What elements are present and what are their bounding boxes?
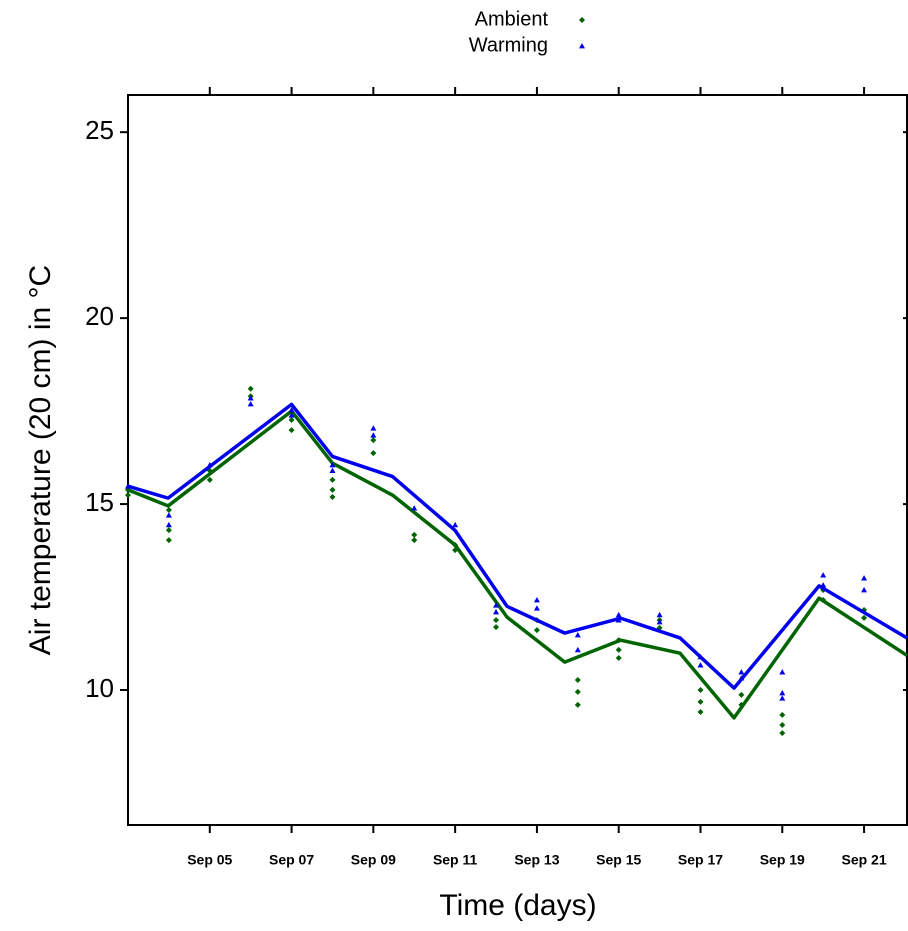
- data-point: [411, 531, 418, 538]
- plot-frame: [127, 94, 908, 826]
- y-tick-label: 10: [85, 673, 114, 703]
- data-point: [165, 512, 172, 518]
- data-point: [165, 537, 172, 544]
- data-point: [861, 614, 868, 621]
- data-point: [697, 653, 704, 660]
- data-point: [452, 521, 459, 528]
- data-point: [738, 669, 745, 675]
- data-point: [125, 483, 131, 489]
- data-point: [574, 676, 581, 683]
- y-tick-label: 15: [85, 487, 114, 517]
- data-point: [329, 462, 336, 468]
- data-point: [656, 611, 663, 618]
- data-point: [820, 597, 827, 604]
- data-point: [370, 432, 377, 438]
- data-point: [779, 721, 786, 728]
- data-point: [615, 655, 622, 662]
- data-point: [452, 547, 459, 554]
- data-point: [574, 646, 581, 653]
- x-tick-label: Sep 21: [841, 852, 886, 868]
- x-axis-title: Time (days): [439, 889, 596, 922]
- data-point: [165, 521, 172, 528]
- data-point: [779, 711, 786, 718]
- data-point: [288, 412, 295, 418]
- data-point: [411, 505, 418, 511]
- data-point: [533, 597, 540, 603]
- data-point: [452, 541, 459, 548]
- legend-marker: [579, 17, 585, 23]
- data-point: [820, 582, 827, 588]
- y-tick-label: 20: [85, 301, 114, 331]
- x-tick-label: Sep 13: [514, 852, 559, 868]
- data-point: [370, 437, 377, 444]
- data-point: [206, 462, 213, 468]
- trend-line: [127, 402, 908, 690]
- data-point: [493, 617, 500, 624]
- x-tick-label: Sep 07: [269, 852, 314, 868]
- data-point: [329, 467, 336, 473]
- x-tick-label: Sep 09: [351, 852, 396, 868]
- data-point: [288, 417, 295, 424]
- data-point: [411, 537, 418, 544]
- data-point: [288, 427, 295, 434]
- data-point: [165, 507, 172, 514]
- data-point: [779, 695, 786, 701]
- data-point: [697, 687, 704, 694]
- data-point: [370, 425, 377, 431]
- data-point: [574, 631, 581, 638]
- x-tick-label: Sep 05: [187, 852, 232, 868]
- legend-label: Ambient: [475, 8, 549, 30]
- data-point: [820, 572, 827, 578]
- data-point: [533, 627, 540, 634]
- legend-marker: [579, 43, 585, 49]
- data-point: [370, 450, 377, 457]
- data-point: [247, 401, 254, 407]
- y-axis-title: Air temperature (20 cm) in °C: [24, 265, 57, 655]
- data-point: [615, 637, 622, 644]
- x-tick-label: Sep 11: [433, 852, 478, 868]
- x-tick-label: Sep 17: [678, 852, 723, 868]
- data-point: [615, 617, 622, 623]
- data-point: [533, 605, 540, 611]
- legend-label: Warming: [469, 34, 548, 56]
- data-point: [165, 527, 172, 534]
- data-point: [574, 701, 581, 708]
- data-point: [656, 618, 663, 625]
- data-point: [697, 662, 704, 668]
- data-point: [738, 691, 745, 698]
- data-point: [125, 492, 131, 499]
- data-point: [329, 486, 336, 493]
- y-tick-label: 25: [85, 115, 114, 145]
- data-point: [738, 675, 745, 681]
- data-point: [329, 476, 336, 483]
- data-point: [738, 701, 745, 708]
- x-tick-label: Sep 19: [760, 852, 805, 868]
- data-point: [615, 611, 622, 618]
- data-point: [329, 494, 336, 501]
- data-point: [493, 608, 500, 615]
- data-point: [779, 730, 786, 737]
- trend-line: [127, 409, 908, 720]
- data-point: [861, 586, 868, 593]
- x-tick-label: Sep 15: [596, 852, 641, 868]
- data-point: [779, 669, 786, 675]
- data-point: [206, 476, 213, 483]
- data-point: [288, 406, 295, 413]
- data-point: [697, 698, 704, 705]
- data-point: [493, 624, 500, 631]
- data-point: [779, 689, 786, 696]
- data-point: [247, 385, 254, 392]
- data-point: [247, 395, 254, 401]
- data-point: [861, 575, 868, 581]
- data-point: [697, 708, 704, 715]
- data-point: [493, 602, 500, 608]
- data-point: [574, 688, 581, 695]
- data-point: [615, 646, 622, 653]
